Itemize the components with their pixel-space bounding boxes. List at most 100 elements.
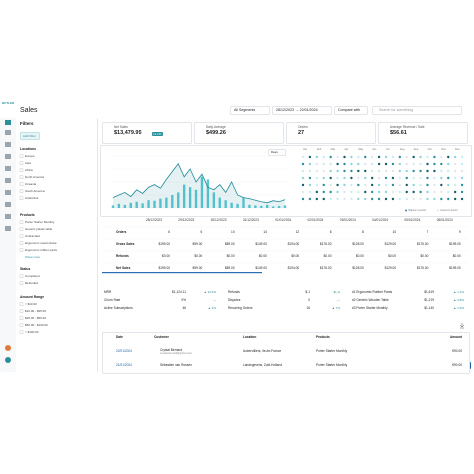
kpi-card — [378, 122, 468, 144]
kpi-value: 27 — [298, 130, 305, 136]
stat-change: ▲ 0.8% — [453, 298, 464, 302]
table-date: 05/01/2024 — [404, 218, 421, 222]
stat-label: Churn Rate — [104, 298, 121, 302]
table-cell: $0.00 — [194, 254, 203, 258]
orders-header: Date — [116, 335, 123, 339]
scrollbar — [102, 272, 262, 274]
table-cell: $99.00 — [192, 242, 203, 246]
kpi-label: Orders — [298, 125, 308, 129]
search-text: Search for something — [379, 108, 414, 112]
customer-email: crystal.bernard@porter.com — [160, 352, 193, 355]
period-text: Days — [271, 150, 278, 154]
kpi-label: Daily Average — [206, 125, 226, 129]
table-cell: 7 — [426, 230, 429, 234]
order-location: Landegevens, Zuid-Holland — [243, 363, 282, 367]
table-cell: $0.00 — [323, 254, 332, 258]
download-icon[interactable] — [459, 323, 465, 329]
heatmap-month: May — [358, 148, 364, 151]
table-cell: $0.00 — [420, 254, 429, 258]
stat-change: $(-1) — [333, 290, 340, 294]
kpi-change: 12.2% — [152, 131, 163, 136]
segment-select[interactable]: All Segments — [230, 106, 270, 115]
table-cell: $128.00 — [352, 266, 364, 270]
table-date: 29/12/2023 — [178, 218, 195, 222]
compare-text: Compare with — [338, 108, 361, 112]
filter-item: $25.00 - $50.00 — [25, 316, 47, 320]
heatmap-month: Jun — [372, 148, 377, 151]
filters-title: Filters — [20, 121, 34, 126]
brand: BUTLER — [2, 101, 15, 105]
filters-panel — [16, 118, 98, 372]
compare-select[interactable]: Compare with — [334, 106, 368, 115]
show-more-link: Show more — [25, 255, 41, 259]
filter-item: Ergonomic rubber pants — [25, 248, 58, 252]
stat-value: 0% — [181, 298, 186, 302]
table-cell: $199.00 — [449, 266, 461, 270]
orders-header: Products — [316, 335, 330, 339]
filter-item: Africa — [25, 168, 33, 172]
heatmap-month: Apr — [344, 148, 349, 151]
stat-value: $1,619 — [424, 290, 434, 294]
add-filter-button[interactable]: Add Filter — [20, 132, 40, 140]
heatmap-month: Jul — [386, 148, 390, 151]
heatmap-month: Feb — [316, 148, 322, 151]
heatmap-legend: Lowest in period — [440, 208, 458, 212]
date-range-text: 28/12/2023 → 22/01/2024 — [276, 108, 318, 112]
heatmap-month: Sep — [413, 148, 419, 151]
table-date: 06/01/2024 — [436, 218, 453, 222]
table-date: 03/01/2024 — [339, 218, 356, 222]
table-cell: 12 — [295, 230, 300, 234]
table-cell: 14 — [263, 230, 267, 234]
filter-item: Asia — [25, 161, 31, 165]
filter-item: Ergonomic metal stroke — [25, 241, 57, 245]
kpi-label: Average Revenue / Sale — [390, 125, 425, 129]
customer-name: Sébastien van Rossen — [160, 363, 192, 367]
filter-item: South America — [25, 189, 45, 193]
filter-item: North America — [25, 175, 45, 179]
table-cell: $176.00 — [319, 242, 332, 246]
kpi-value: $13,479.95 — [114, 130, 142, 136]
kpi-label: Net Sales — [114, 125, 128, 129]
stat-change: ▲ 2% — [207, 306, 216, 310]
heatmap-month: Jan — [303, 148, 308, 151]
filter-item: Generic plastic table — [25, 227, 53, 231]
table-row-label: Refunds — [116, 254, 129, 258]
heatmap-month: Oct — [427, 148, 432, 151]
table-cell: $128.00 — [352, 242, 364, 246]
table-cell: $89.00 — [224, 266, 235, 270]
icon-rail — [0, 118, 16, 372]
order-amount: €90.00 — [452, 363, 462, 367]
table-cell: $199.00 — [449, 242, 461, 246]
table-row-label: Gross Sales — [116, 242, 135, 246]
order-location: Aubervilliers, Ile-de-France — [243, 349, 282, 353]
table-cell: $0.00 — [291, 254, 300, 258]
filter-item: Porter Starter Monthly — [25, 220, 55, 224]
orders-header: Customer — [154, 335, 169, 339]
table-cell: $129.00 — [384, 242, 397, 246]
filter-item: $50.00 - $100.00 — [25, 323, 48, 327]
table-cell: $149.00 — [255, 266, 267, 270]
customer-name: Crystal Bernard — [160, 348, 183, 352]
filter-group-title: Locations — [20, 147, 37, 151]
chart-card — [100, 145, 472, 217]
table-date: 02/01/2024 — [307, 218, 324, 222]
table-cell: $0.00 — [355, 254, 364, 258]
table-cell: $0.00 — [162, 254, 170, 258]
heatmap-month: Nov — [441, 148, 446, 151]
table-cell: $149.00 — [255, 242, 267, 246]
orders-header: Amount — [449, 335, 462, 339]
order-product: Porter Starter Monthly — [316, 363, 348, 367]
table-cell: $89.00 — [224, 242, 235, 246]
date-range[interactable]: 28/12/2023 → 22/01/2024 — [272, 106, 332, 115]
period-select[interactable]: Days — [268, 149, 286, 156]
stat-change: ▲ 7% — [331, 306, 340, 310]
stat-label: Refunds — [228, 290, 240, 294]
search-box[interactable]: Search for something — [372, 106, 462, 115]
table-cell: $175.00 — [416, 266, 429, 270]
stat-label: #2 Generic Wooden Table — [352, 298, 389, 302]
stat-change: ▲ 12.6% — [203, 290, 216, 294]
filter-item: > $100.00 — [25, 330, 39, 334]
stat-value: 46 — [182, 306, 186, 310]
table-cell: 6 — [200, 230, 203, 234]
heatmap-month: Mar — [330, 148, 336, 151]
